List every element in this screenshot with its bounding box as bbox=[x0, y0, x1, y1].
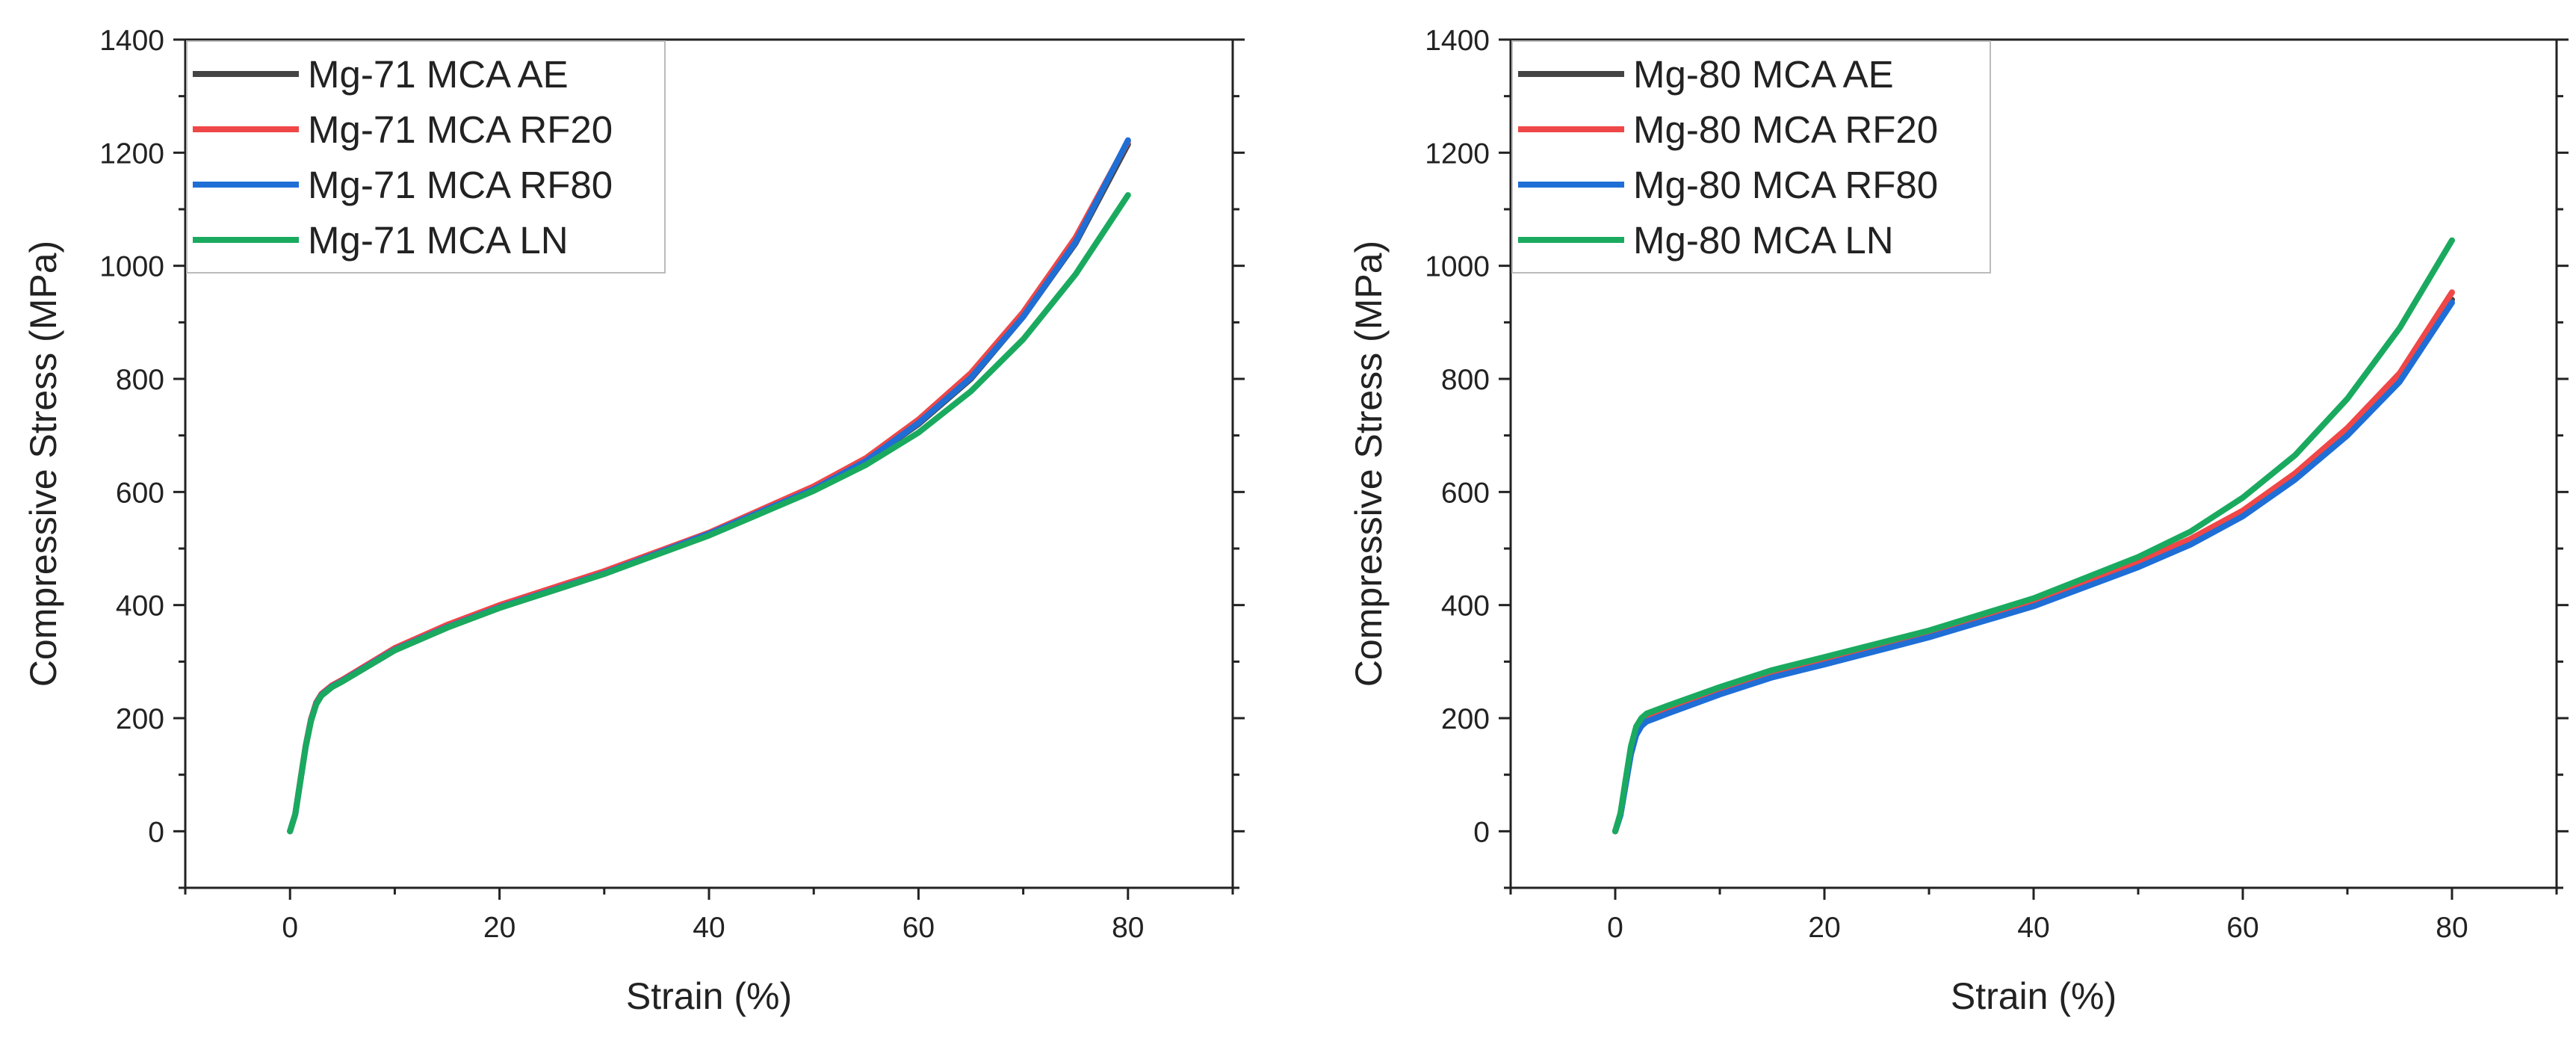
x-tick-label: 20 bbox=[483, 912, 515, 944]
y-tick-label: 0 bbox=[148, 816, 164, 848]
legend-label: Mg-80 MCA AE bbox=[1633, 53, 1894, 96]
y-tick-label: 400 bbox=[1441, 590, 1490, 623]
chart-panel-mg71: 0 200 400 600 800 1000 1200 1400 0 20 40 60 80 Strain… bbox=[22, 25, 1245, 1017]
y-axis-title: Compressive Stress (MPa) bbox=[22, 241, 64, 687]
legend: Mg-80 MCA AE Mg-80 MCA RF20 Mg-80 MCA RF80… bbox=[1511, 40, 1991, 274]
y-tick-label: 200 bbox=[116, 703, 164, 735]
y-tick-label: 800 bbox=[1441, 364, 1490, 396]
chart-panel-mg80: 0 200 400 600 800 1000 1200 1400 0 20 40 60 80 Strain… bbox=[1348, 25, 2569, 1017]
legend-label: Mg-71 MCA AE bbox=[308, 53, 569, 96]
y-tick-label: 800 bbox=[116, 364, 164, 396]
y-tick-label: 1000 bbox=[1425, 251, 1490, 283]
legend: Mg-71 MCA AE Mg-71 MCA RF20 Mg-71 MCA RF80… bbox=[186, 40, 666, 274]
y-tick-label: 200 bbox=[1441, 703, 1490, 735]
y-tick-label: 600 bbox=[1441, 477, 1490, 509]
legend-label: Mg-80 MCA LN bbox=[1633, 219, 1894, 262]
x-axis-title: Strain (%) bbox=[626, 975, 792, 1017]
x-tick-label: 20 bbox=[1808, 912, 1840, 944]
x-tick-label: 60 bbox=[2226, 912, 2258, 944]
legend-label: Mg-71 MCA RF20 bbox=[308, 108, 613, 151]
y-tick-label: 1400 bbox=[1425, 25, 1490, 57]
series-line-mg-80-mca-ae bbox=[1612, 297, 2455, 835]
legend-box bbox=[186, 40, 666, 274]
series-group bbox=[287, 137, 1131, 835]
y-tick-label: 600 bbox=[116, 477, 164, 509]
legend-label: Mg-80 MCA RF80 bbox=[1633, 164, 1938, 206]
series-line-mg-71-mca-ln bbox=[287, 192, 1131, 835]
y-axis-title: Compressive Stress (MPa) bbox=[1348, 241, 1390, 687]
x-tick-label: 40 bbox=[693, 912, 725, 944]
series-line-mg-80-mca-ln bbox=[1612, 237, 2455, 835]
legend-label: Mg-80 MCA RF20 bbox=[1633, 108, 1938, 151]
series-line-mg-80-mca-rf80 bbox=[1612, 299, 2455, 835]
y-tick-label: 1400 bbox=[99, 25, 164, 57]
x-tick-label: 0 bbox=[282, 912, 298, 944]
y-tick-label: 400 bbox=[116, 590, 164, 623]
series-group bbox=[1612, 237, 2455, 835]
legend-label: Mg-71 MCA LN bbox=[308, 219, 569, 262]
y-tick-label: 1000 bbox=[99, 251, 164, 283]
x-tick-label: 40 bbox=[2017, 912, 2049, 944]
x-tick-label: 80 bbox=[1112, 912, 1144, 944]
legend-label: Mg-71 MCA RF80 bbox=[308, 164, 613, 206]
x-tick-label: 80 bbox=[2436, 912, 2468, 944]
series-line-mg-80-mca-rf20 bbox=[1612, 289, 2455, 835]
x-tick-label: 60 bbox=[902, 912, 935, 944]
x-axis-title: Strain (%) bbox=[1951, 975, 2117, 1017]
y-tick-label: 0 bbox=[1473, 816, 1490, 848]
y-tick-label: 1200 bbox=[1425, 138, 1490, 170]
x-tick-label: 0 bbox=[1607, 912, 1623, 944]
y-tick-label: 1200 bbox=[99, 138, 164, 170]
legend-box bbox=[1511, 40, 1991, 274]
